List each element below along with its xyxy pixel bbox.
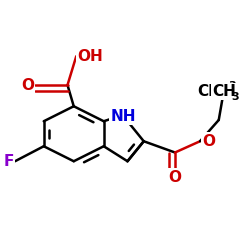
Text: O: O: [168, 170, 181, 185]
Text: NH: NH: [111, 109, 136, 124]
Text: O: O: [202, 134, 215, 149]
Text: CH: CH: [198, 84, 221, 99]
Text: OH: OH: [78, 49, 103, 64]
Text: CH: CH: [212, 84, 236, 99]
Text: 3: 3: [228, 81, 235, 91]
Text: F: F: [4, 154, 14, 169]
Text: 3: 3: [231, 92, 239, 102]
Text: O: O: [21, 78, 34, 92]
